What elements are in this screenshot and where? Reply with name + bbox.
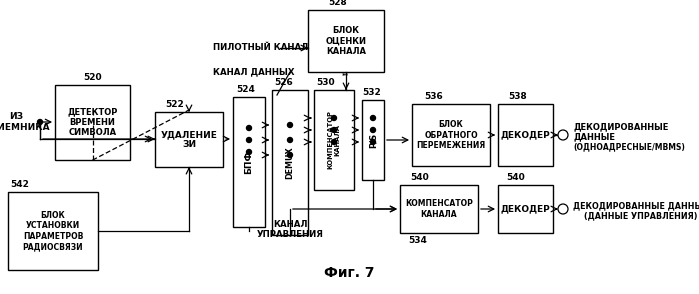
Bar [498,185,553,233]
Bar [314,90,354,190]
Circle shape [287,153,292,158]
Circle shape [370,116,375,121]
Text: 526: 526 [274,78,293,87]
Circle shape [38,119,43,124]
Text: 542: 542 [10,180,29,189]
Text: 530: 530 [316,78,335,87]
Text: 540: 540 [506,173,525,182]
Bar [362,100,384,180]
Text: Фиг. 7: Фиг. 7 [324,266,375,280]
Text: **: ** [343,73,350,79]
Text: 522: 522 [165,100,184,109]
Text: (ОДНОАДРЕСНЫЕ/MBMS): (ОДНОАДРЕСНЫЕ/MBMS) [573,142,685,151]
Text: БЛОК
УСТАНОВКИ
ПАРАМЕТРОВ
РАДИОСВЯЗИ: БЛОК УСТАНОВКИ ПАРАМЕТРОВ РАДИОСВЯЗИ [22,211,83,251]
Bar [272,90,308,235]
Text: ПИЛОТНЫЙ КАНАЛ: ПИЛОТНЫЙ КАНАЛ [213,44,308,53]
Circle shape [247,150,252,155]
Text: 540: 540 [410,173,428,182]
Bar [308,10,384,72]
Text: БЛОК
ОБРАТНОГО
ПЕРЕМЕЖЕНИЯ: БЛОК ОБРАТНОГО ПЕРЕМЕЖЕНИЯ [417,120,486,150]
Circle shape [331,128,336,133]
Text: 536: 536 [424,92,442,101]
Text: КОМПЕНСАТОР
КАНАЛА: КОМПЕНСАТОР КАНАЛА [405,199,473,219]
Text: БЛОК
ОЦЕНКИ
КАНАЛА: БЛОК ОЦЕНКИ КАНАЛА [326,26,366,56]
Circle shape [287,123,292,128]
Bar [8,192,98,270]
Text: ДЕКОДИРОВАННЫЕ: ДЕКОДИРОВАННЫЕ [573,122,668,131]
Text: ИЗ
ПРИЕМНИКА: ИЗ ПРИЕМНИКА [0,112,50,132]
Circle shape [370,128,375,133]
Circle shape [558,130,568,140]
Bar [55,85,130,160]
Circle shape [247,138,252,143]
Text: 538: 538 [508,92,527,101]
Circle shape [247,126,252,131]
Text: 520: 520 [83,73,101,82]
Text: 532: 532 [362,88,381,97]
Text: КАНАЛ
УПРАВЛЕНИЯ: КАНАЛ УПРАВЛЕНИЯ [257,220,324,239]
Text: ДАННЫЕ: ДАННЫЕ [573,132,615,141]
Bar [498,104,553,166]
Text: КАНАЛ ДАННЫХ: КАНАЛ ДАННЫХ [213,68,294,76]
Text: 524: 524 [236,85,255,94]
Bar [233,97,265,227]
Text: ДЕКОДЕР: ДЕКОДЕР [500,205,550,213]
Bar [155,112,223,167]
Text: 528: 528 [328,0,347,7]
Bar [400,185,478,233]
Text: КОМПЕНСАТОР
КАНАЛА: КОМПЕНСАТОР КАНАЛА [328,111,340,169]
Text: DEMUX: DEMUX [285,146,294,179]
Text: P/S: P/S [368,132,377,148]
Text: ДЕКОДЕР: ДЕКОДЕР [500,131,550,139]
Bar [412,104,490,166]
Circle shape [558,204,568,214]
Text: ДЕКОДИРОВАННЫЕ ДАННЫЕ
(ДАННЫЕ УПРАВЛЕНИЯ): ДЕКОДИРОВАННЫЕ ДАННЫЕ (ДАННЫЕ УПРАВЛЕНИЯ… [573,201,699,220]
Circle shape [370,139,375,144]
Text: БПФ: БПФ [245,150,254,174]
Text: УДАЛЕНИЕ
ЗИ: УДАЛЕНИЕ ЗИ [161,130,217,149]
Text: ДЕТЕКТОР
ВРЕМЕНИ
СИМВОЛА: ДЕТЕКТОР ВРЕМЕНИ СИМВОЛА [67,108,117,137]
Circle shape [287,138,292,143]
Circle shape [331,139,336,144]
Circle shape [331,116,336,121]
Text: 534: 534 [408,236,427,245]
